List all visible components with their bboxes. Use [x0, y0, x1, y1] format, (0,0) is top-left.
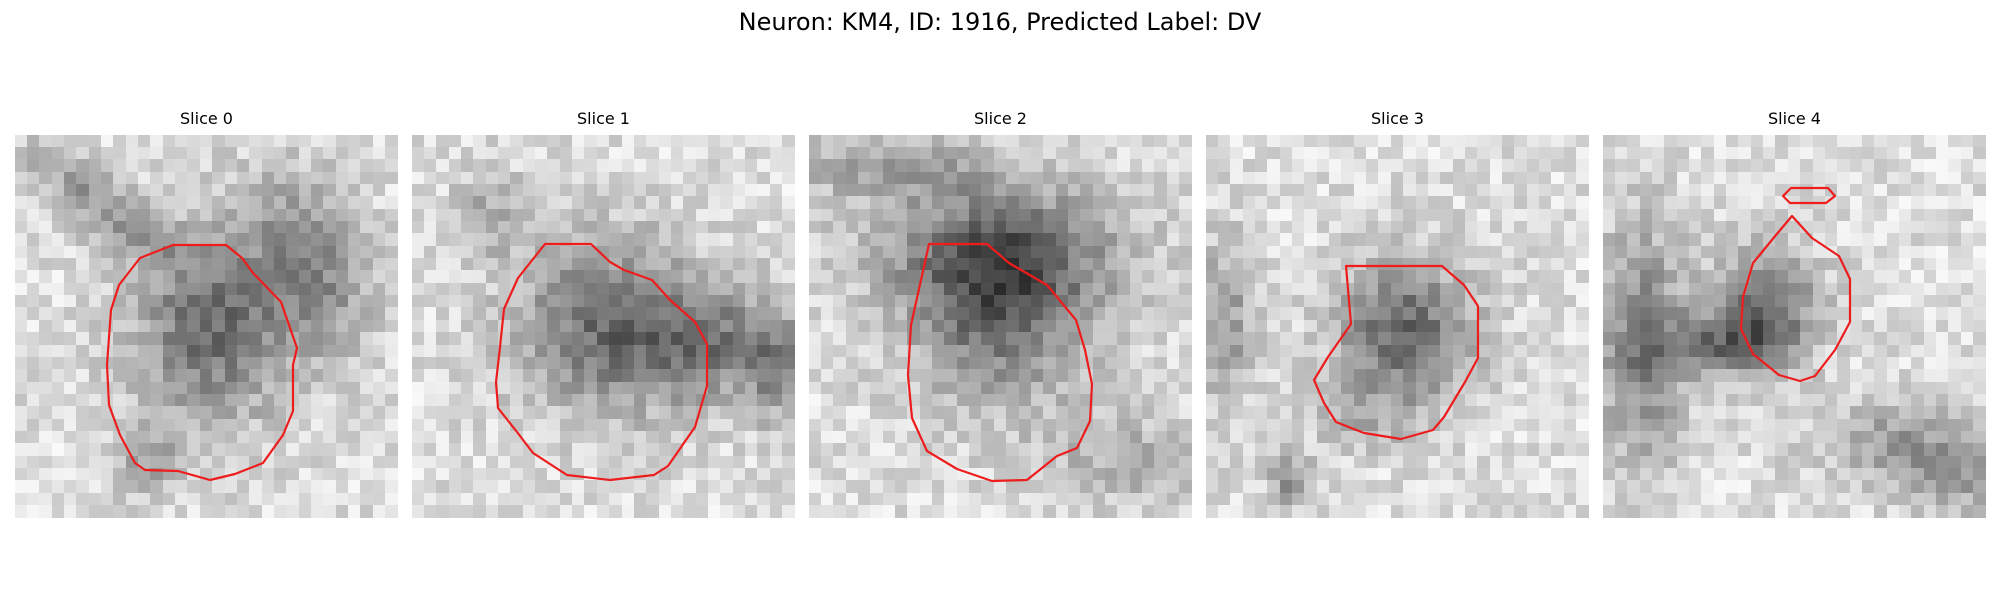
figure-title: Neuron: KM4, ID: 1916, Predicted Label: …	[738, 8, 1262, 36]
roi-contour-path	[906, 242, 1094, 483]
roi-contour-path	[1312, 264, 1480, 441]
roi-contour-path	[1781, 186, 1837, 205]
slice-title: Slice 3	[1371, 109, 1424, 128]
roi-contour	[906, 242, 1094, 483]
roi-contour-path	[105, 243, 299, 482]
slice-image	[809, 135, 1192, 518]
roi-contour-path	[1739, 214, 1852, 383]
slice-image	[1603, 135, 1986, 518]
slice-image	[15, 135, 398, 518]
slice-title: Slice 4	[1768, 109, 1821, 128]
slice-image	[412, 135, 795, 518]
roi-contour	[1312, 264, 1480, 441]
roi-contour	[494, 242, 709, 482]
slice-image	[1206, 135, 1589, 518]
roi-contour	[1739, 186, 1852, 383]
slice-title: Slice 0	[180, 109, 233, 128]
slice-title: Slice 2	[974, 109, 1027, 128]
slice-title: Slice 1	[577, 109, 630, 128]
roi-contour-path	[494, 242, 709, 482]
roi-contour	[105, 243, 299, 482]
